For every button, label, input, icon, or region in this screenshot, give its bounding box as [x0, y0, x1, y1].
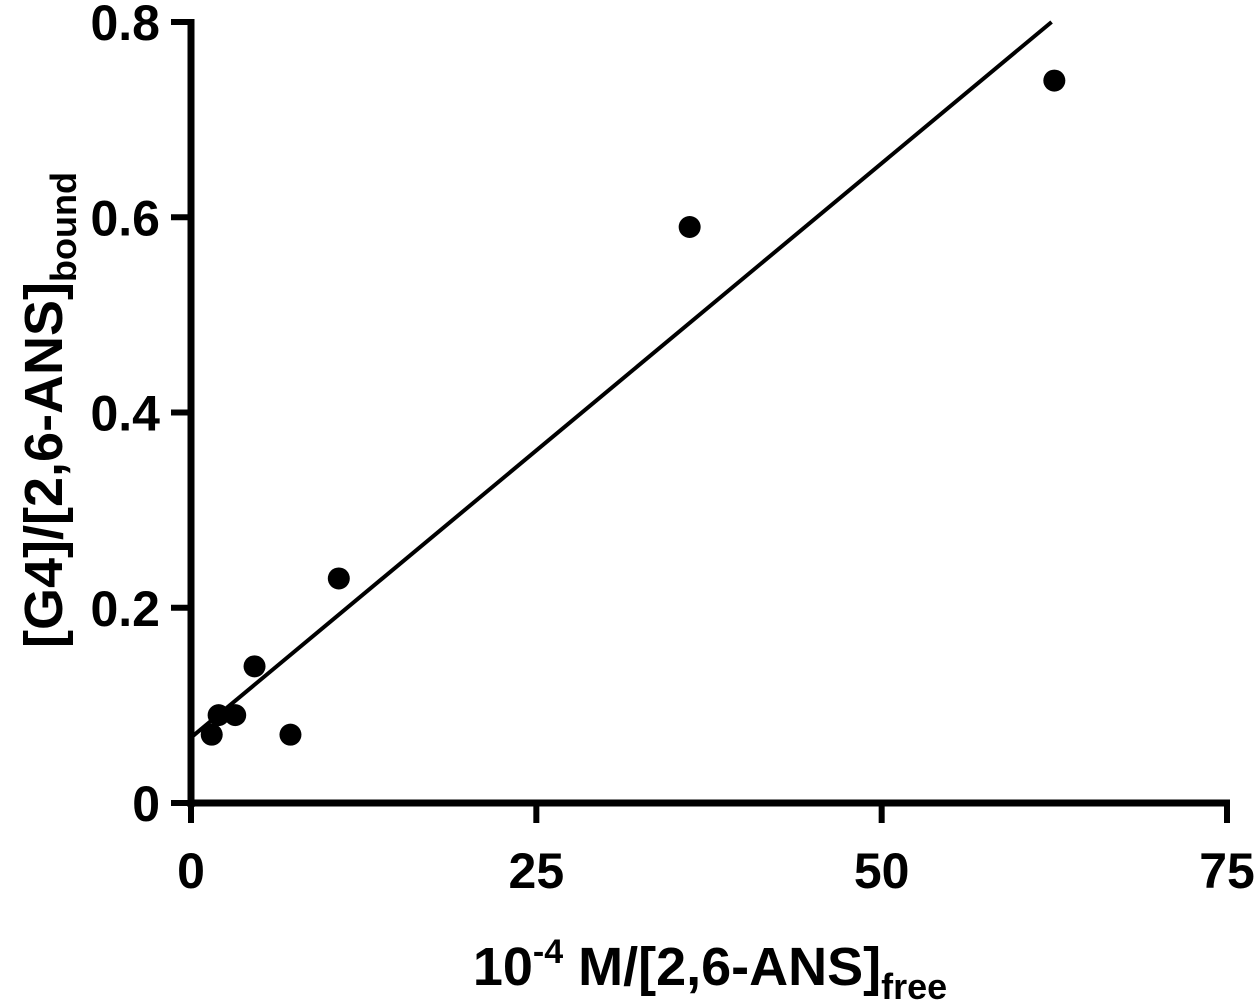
y-tick-label: 0.6 — [90, 190, 160, 246]
data-point — [224, 704, 247, 727]
y-tick-label: 0.2 — [90, 581, 160, 637]
y-tick-label: 0.4 — [90, 386, 160, 442]
data-point — [1043, 69, 1066, 92]
y-tick-label: 0 — [132, 776, 160, 832]
x-tick-label: 50 — [854, 843, 910, 899]
x-axis-ticks: 0 25 50 75 — [177, 803, 1255, 899]
axes — [187, 19, 1230, 807]
data-point — [678, 216, 701, 239]
data-point — [327, 567, 350, 590]
data-points — [200, 69, 1066, 746]
x-tick-label: 25 — [509, 843, 565, 899]
y-tick-label: 0.8 — [90, 0, 160, 51]
fit-line-group — [189, 20, 1053, 740]
x-tick-label: 75 — [1199, 843, 1255, 899]
x-axis-title: 10-4 M/[2,6-ANS]free — [473, 933, 947, 1000]
data-point — [207, 704, 230, 727]
data-point — [279, 723, 302, 746]
data-point — [243, 655, 266, 678]
y-axis-ticks: 0 0.2 0.4 0.6 0.8 — [90, 0, 191, 832]
data-point — [200, 723, 223, 746]
fit-line — [189, 20, 1053, 740]
y-axis-title: [G4]/[2,6-ANS]bound — [14, 172, 84, 648]
x-tick-label: 0 — [177, 843, 205, 899]
